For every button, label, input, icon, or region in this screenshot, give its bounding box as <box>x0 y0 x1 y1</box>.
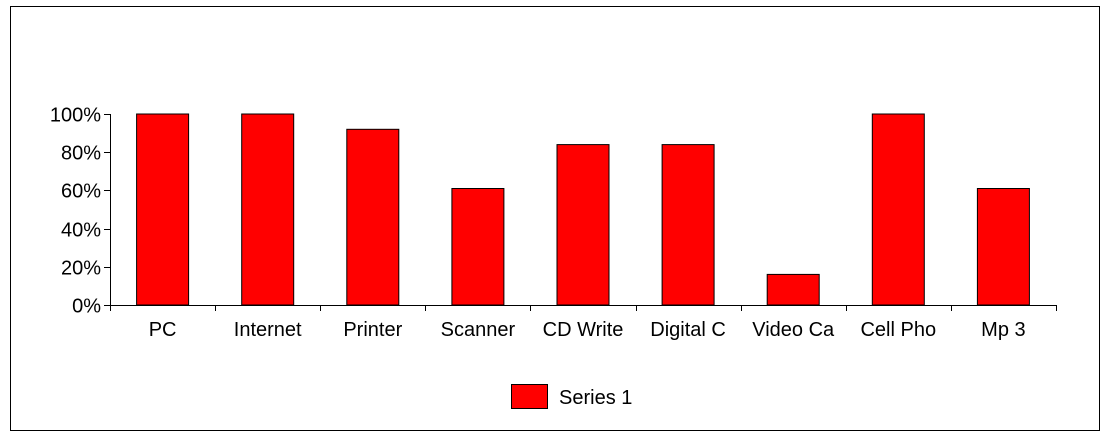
bar <box>871 113 925 306</box>
x-tick-label: CD Write <box>543 319 624 341</box>
legend-label: Series 1 <box>559 387 632 409</box>
bar <box>661 144 715 306</box>
legend: Series 1 <box>511 384 632 409</box>
x-tick-label: Internet <box>234 319 302 341</box>
bar <box>766 273 820 306</box>
bar <box>241 113 295 306</box>
bar <box>346 128 400 306</box>
x-tick-label: Digital C <box>650 319 726 341</box>
y-tick-label: 100% <box>50 105 101 127</box>
x-tick-label: Scanner <box>441 319 516 341</box>
x-tick-label: Mp 3 <box>981 319 1025 341</box>
x-tick-label: Cell Pho <box>860 319 936 341</box>
y-tick-label: 0% <box>72 296 101 318</box>
plot-area: 0% 20% 40% 60% 80% 100% PC Internet Printer Scann… <box>50 105 1057 341</box>
y-tick-label: 40% <box>61 220 101 242</box>
bar <box>556 144 610 306</box>
y-tick-label: 60% <box>61 181 101 203</box>
y-tick-label: 20% <box>61 258 101 280</box>
x-tick-label: PC <box>149 319 177 341</box>
x-tick-label: Printer <box>343 319 402 341</box>
legend-swatch <box>511 384 548 409</box>
bar <box>976 188 1030 306</box>
bar <box>136 113 190 306</box>
x-tick-label: Video Ca <box>752 319 835 341</box>
y-tick-label: 80% <box>61 143 101 165</box>
bar <box>451 188 505 306</box>
